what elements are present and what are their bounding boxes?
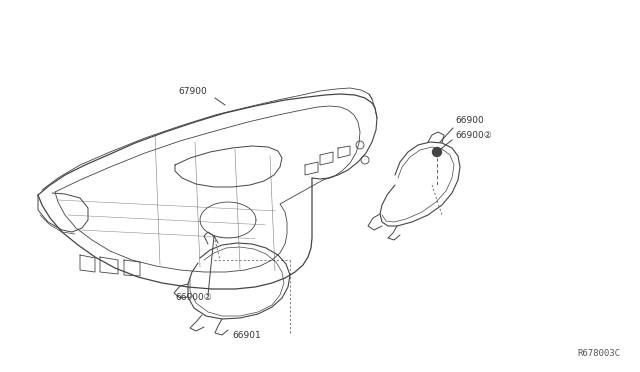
Circle shape [433,148,442,157]
Text: 66900②: 66900② [455,131,492,140]
Text: R678003C: R678003C [577,349,620,358]
Text: 66900: 66900 [455,116,484,125]
Text: 66900②: 66900② [175,293,212,302]
Text: 67900: 67900 [178,87,207,96]
Text: 66901: 66901 [232,331,260,340]
